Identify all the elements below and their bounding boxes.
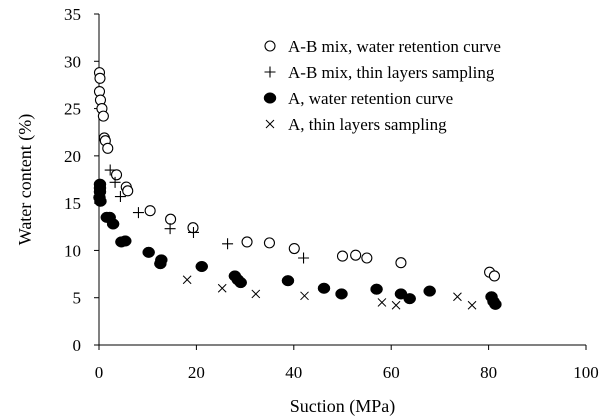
- legend-marker-filled-circle: [263, 92, 277, 104]
- data-point-x: [377, 298, 387, 307]
- data-point-x: [391, 300, 401, 310]
- data-point-filled-circle: [489, 298, 502, 310]
- data-point-open-circle: [144, 205, 156, 217]
- data-point-open-circle: [488, 270, 500, 282]
- x-axis-label: Suction (MPa): [290, 396, 396, 417]
- plot-marks: [93, 67, 502, 310]
- data-point-plus: [222, 238, 234, 250]
- x-tick-label: 60: [383, 363, 400, 382]
- axes: 0 20 40 60 80 100 0 5 10 15 20 25 30 35: [64, 5, 599, 382]
- y-tick-label: 30: [64, 52, 81, 71]
- x-tick-label: 20: [188, 363, 205, 382]
- y-axis-label: Water content (%): [15, 114, 36, 245]
- x-tick-label: 0: [95, 363, 104, 382]
- legend-label: A, thin layers sampling: [288, 115, 447, 134]
- data-point-plus: [164, 223, 176, 235]
- data-point-filled-circle: [106, 218, 120, 230]
- data-point-filled-circle: [423, 285, 436, 297]
- data-point-open-circle: [97, 110, 109, 122]
- y-tick-label: 0: [73, 336, 82, 355]
- legend-label: A, water retention curve: [288, 89, 453, 108]
- data-point-filled-circle: [94, 195, 107, 207]
- data-point-x: [453, 292, 462, 302]
- data-point-filled-circle: [119, 235, 132, 247]
- data-point-plus: [109, 176, 121, 188]
- data-point-plus: [298, 252, 310, 264]
- data-point-open-circle: [263, 237, 276, 249]
- legend-marker-open-circle: [264, 40, 276, 52]
- data-point-x: [467, 300, 477, 310]
- data-point-open-circle: [336, 250, 349, 262]
- legend-label: A-B mix, water retention curve: [288, 37, 501, 56]
- data-point-filled-circle: [281, 275, 295, 287]
- x-tick-label: 100: [573, 363, 599, 382]
- data-point-plus: [132, 207, 144, 219]
- data-point-filled-circle: [403, 293, 416, 305]
- data-point-x: [300, 291, 309, 301]
- data-point-x: [217, 283, 227, 293]
- data-point-filled-circle: [195, 260, 209, 273]
- data-point-open-circle: [241, 236, 253, 248]
- data-point-filled-circle: [154, 258, 167, 270]
- data-point-plus: [187, 226, 199, 238]
- y-tick-label: 10: [64, 241, 81, 260]
- data-point-filled-circle: [317, 282, 331, 294]
- data-point-open-circle: [361, 252, 373, 264]
- data-point-open-circle: [102, 142, 114, 154]
- data-point-open-circle: [110, 169, 123, 181]
- data-point-filled-circle: [370, 283, 383, 295]
- data-point-filled-circle: [142, 246, 155, 258]
- y-tick-label: 5: [73, 289, 82, 308]
- data-point-open-circle: [288, 242, 300, 255]
- data-point-open-circle: [165, 213, 177, 225]
- y-tick-label: 20: [64, 147, 81, 166]
- data-point-open-circle: [94, 72, 106, 84]
- legend-marker-x: [265, 119, 275, 129]
- data-point-x: [182, 275, 192, 285]
- legend-label: A-B mix, thin layers sampling: [288, 63, 495, 82]
- data-point-x: [251, 289, 261, 299]
- data-point-filled-circle: [234, 277, 247, 289]
- data-point-plus: [104, 164, 116, 176]
- data-point-filled-circle: [335, 288, 348, 300]
- legend: A-B mix, water retention curve A-B mix, t…: [263, 37, 501, 134]
- data-point-open-circle: [122, 185, 134, 197]
- data-point-open-circle: [350, 249, 362, 261]
- data-point-open-circle: [395, 257, 407, 269]
- y-tick-label: 35: [64, 5, 81, 24]
- y-tick-label: 15: [64, 194, 81, 213]
- data-point-plus: [114, 191, 126, 203]
- x-tick-label: 80: [480, 363, 497, 382]
- x-tick-label: 40: [285, 363, 302, 382]
- y-tick-label: 25: [64, 100, 81, 119]
- legend-marker-plus: [264, 66, 276, 78]
